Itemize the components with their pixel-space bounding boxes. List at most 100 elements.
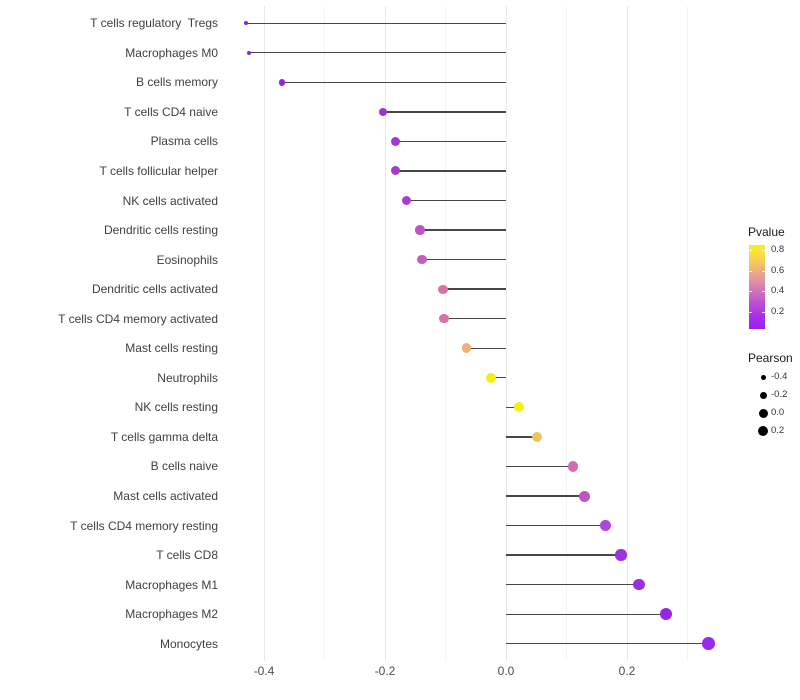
pvalue-tick-label: 0.2 xyxy=(771,305,785,317)
category-label: NK cells activated xyxy=(122,193,218,208)
major-gridline xyxy=(626,6,628,661)
lollipop-stem xyxy=(282,81,506,83)
lollipop-stem xyxy=(506,495,585,497)
minor-gridline xyxy=(445,6,446,661)
category-label: Eosinophils xyxy=(156,252,218,267)
pvalue-tick-label: 0.8 xyxy=(771,244,785,255)
category-label: T cells CD4 naive xyxy=(124,104,218,119)
lollipop-stem xyxy=(444,318,506,320)
pvalue-bar-tick xyxy=(749,311,752,313)
lollipop-stem xyxy=(383,111,506,113)
pvalue-bar-tick xyxy=(762,311,765,313)
category-label: T cells CD4 memory resting xyxy=(70,518,218,533)
lollipop-stem xyxy=(466,347,506,349)
minor-gridline xyxy=(324,6,325,661)
category-label: B cells memory xyxy=(135,75,218,90)
lollipop-dot xyxy=(660,608,673,621)
category-label: T cells CD8 xyxy=(156,548,218,563)
pvalue-colorbar xyxy=(749,245,765,329)
lollipop-stem xyxy=(443,288,506,290)
lollipop-dot xyxy=(531,431,542,443)
pearson-size-label: 0.0 xyxy=(771,407,785,418)
minor-gridline xyxy=(687,6,688,661)
pvalue-bar-tick xyxy=(749,291,752,293)
pearson-size-label: 0.2 xyxy=(771,425,785,436)
lollipop-stem xyxy=(406,199,506,202)
category-label: T cells gamma delta xyxy=(110,429,218,444)
lollipop-dot xyxy=(702,637,715,651)
pvalue-legend-title: Pvalue xyxy=(748,225,785,239)
category-label: Monocytes xyxy=(159,636,218,651)
lollipop-stem xyxy=(506,524,606,527)
category-label: B cells naive xyxy=(150,459,218,474)
pearson-size-label: -0.4 xyxy=(771,371,788,382)
lollipop-stem xyxy=(506,613,667,615)
lollipop-dot xyxy=(390,136,400,146)
category-label: Dendritic cells resting xyxy=(103,223,218,238)
category-label: Neutrophils xyxy=(157,370,218,385)
lollipop-stem xyxy=(506,643,709,645)
lollipop-dot xyxy=(243,21,248,26)
lollipop-dot xyxy=(438,284,448,294)
lollipop-stem xyxy=(420,229,506,231)
lollipop-stem xyxy=(506,583,640,586)
pvalue-tick-label: 0.6 xyxy=(771,264,785,276)
lollipop-stem xyxy=(491,377,506,379)
lollipop-stem xyxy=(421,258,506,261)
lollipop-dot xyxy=(378,107,388,117)
lollipop-dot xyxy=(486,372,497,383)
x-tick-label: 0.0 xyxy=(497,664,515,678)
pearson-size-dot xyxy=(758,408,768,418)
pearson-size-label: -0.2 xyxy=(771,389,788,400)
category-label: NK cells resting xyxy=(134,400,218,415)
lollipop-dot xyxy=(461,343,472,354)
category-label: Plasma cells xyxy=(150,134,218,149)
lollipop-dot xyxy=(401,195,411,206)
lollipop-stem xyxy=(506,554,621,556)
lollipop-stem xyxy=(506,465,574,468)
major-gridline xyxy=(384,6,386,661)
pvalue-bar-tick xyxy=(762,270,765,272)
pearson-size-dot xyxy=(757,425,769,437)
pvalue-bar-tick xyxy=(749,250,752,252)
category-label: T cells follicular helper xyxy=(99,163,219,178)
lollipop-stem xyxy=(245,22,506,24)
category-label: T cells regulatory Tregs xyxy=(90,16,218,31)
pvalue-bar-tick xyxy=(762,250,765,252)
lollipop-stem xyxy=(248,52,506,54)
pvalue-bar-tick xyxy=(762,291,765,293)
pvalue-bar-tick xyxy=(749,270,752,272)
lollipop-dot xyxy=(415,225,425,235)
pearson-size-dot xyxy=(760,374,766,380)
lollipop-dot xyxy=(246,50,251,55)
category-label: Macrophages M0 xyxy=(125,45,218,60)
lollipop-dot xyxy=(278,79,286,86)
lollipop-dot xyxy=(417,254,427,265)
x-tick-label: -0.4 xyxy=(253,664,275,678)
x-tick-label: 0.2 xyxy=(618,664,636,678)
minor-gridline xyxy=(566,6,567,661)
lollipop-dot xyxy=(600,520,612,532)
pearson-size-dot xyxy=(759,391,767,399)
lollipop-dot xyxy=(579,490,591,502)
category-label: Mast cells activated xyxy=(113,489,218,503)
category-label: Macrophages M2 xyxy=(125,607,218,622)
pearson-legend-title: Pearson xyxy=(748,351,793,365)
lollipop-stem xyxy=(395,170,506,172)
lollipop-stem xyxy=(506,406,520,409)
major-gridline xyxy=(505,6,507,661)
category-label: Dendritic cells activated xyxy=(91,282,218,297)
lollipop-dot xyxy=(567,461,579,472)
lollipop-stem xyxy=(506,436,537,438)
lollipop-dot xyxy=(439,313,450,324)
lollipop-dot xyxy=(391,166,401,176)
major-gridline xyxy=(263,6,265,661)
lollipop-dot xyxy=(633,578,645,591)
lollipop-dot xyxy=(514,402,525,413)
category-label: Mast cells resting xyxy=(125,341,218,356)
lollipop-stem xyxy=(395,140,506,143)
category-label: Macrophages M1 xyxy=(125,577,218,592)
pvalue-tick-label: 0.4 xyxy=(771,285,785,296)
x-tick-label: -0.2 xyxy=(374,664,396,678)
